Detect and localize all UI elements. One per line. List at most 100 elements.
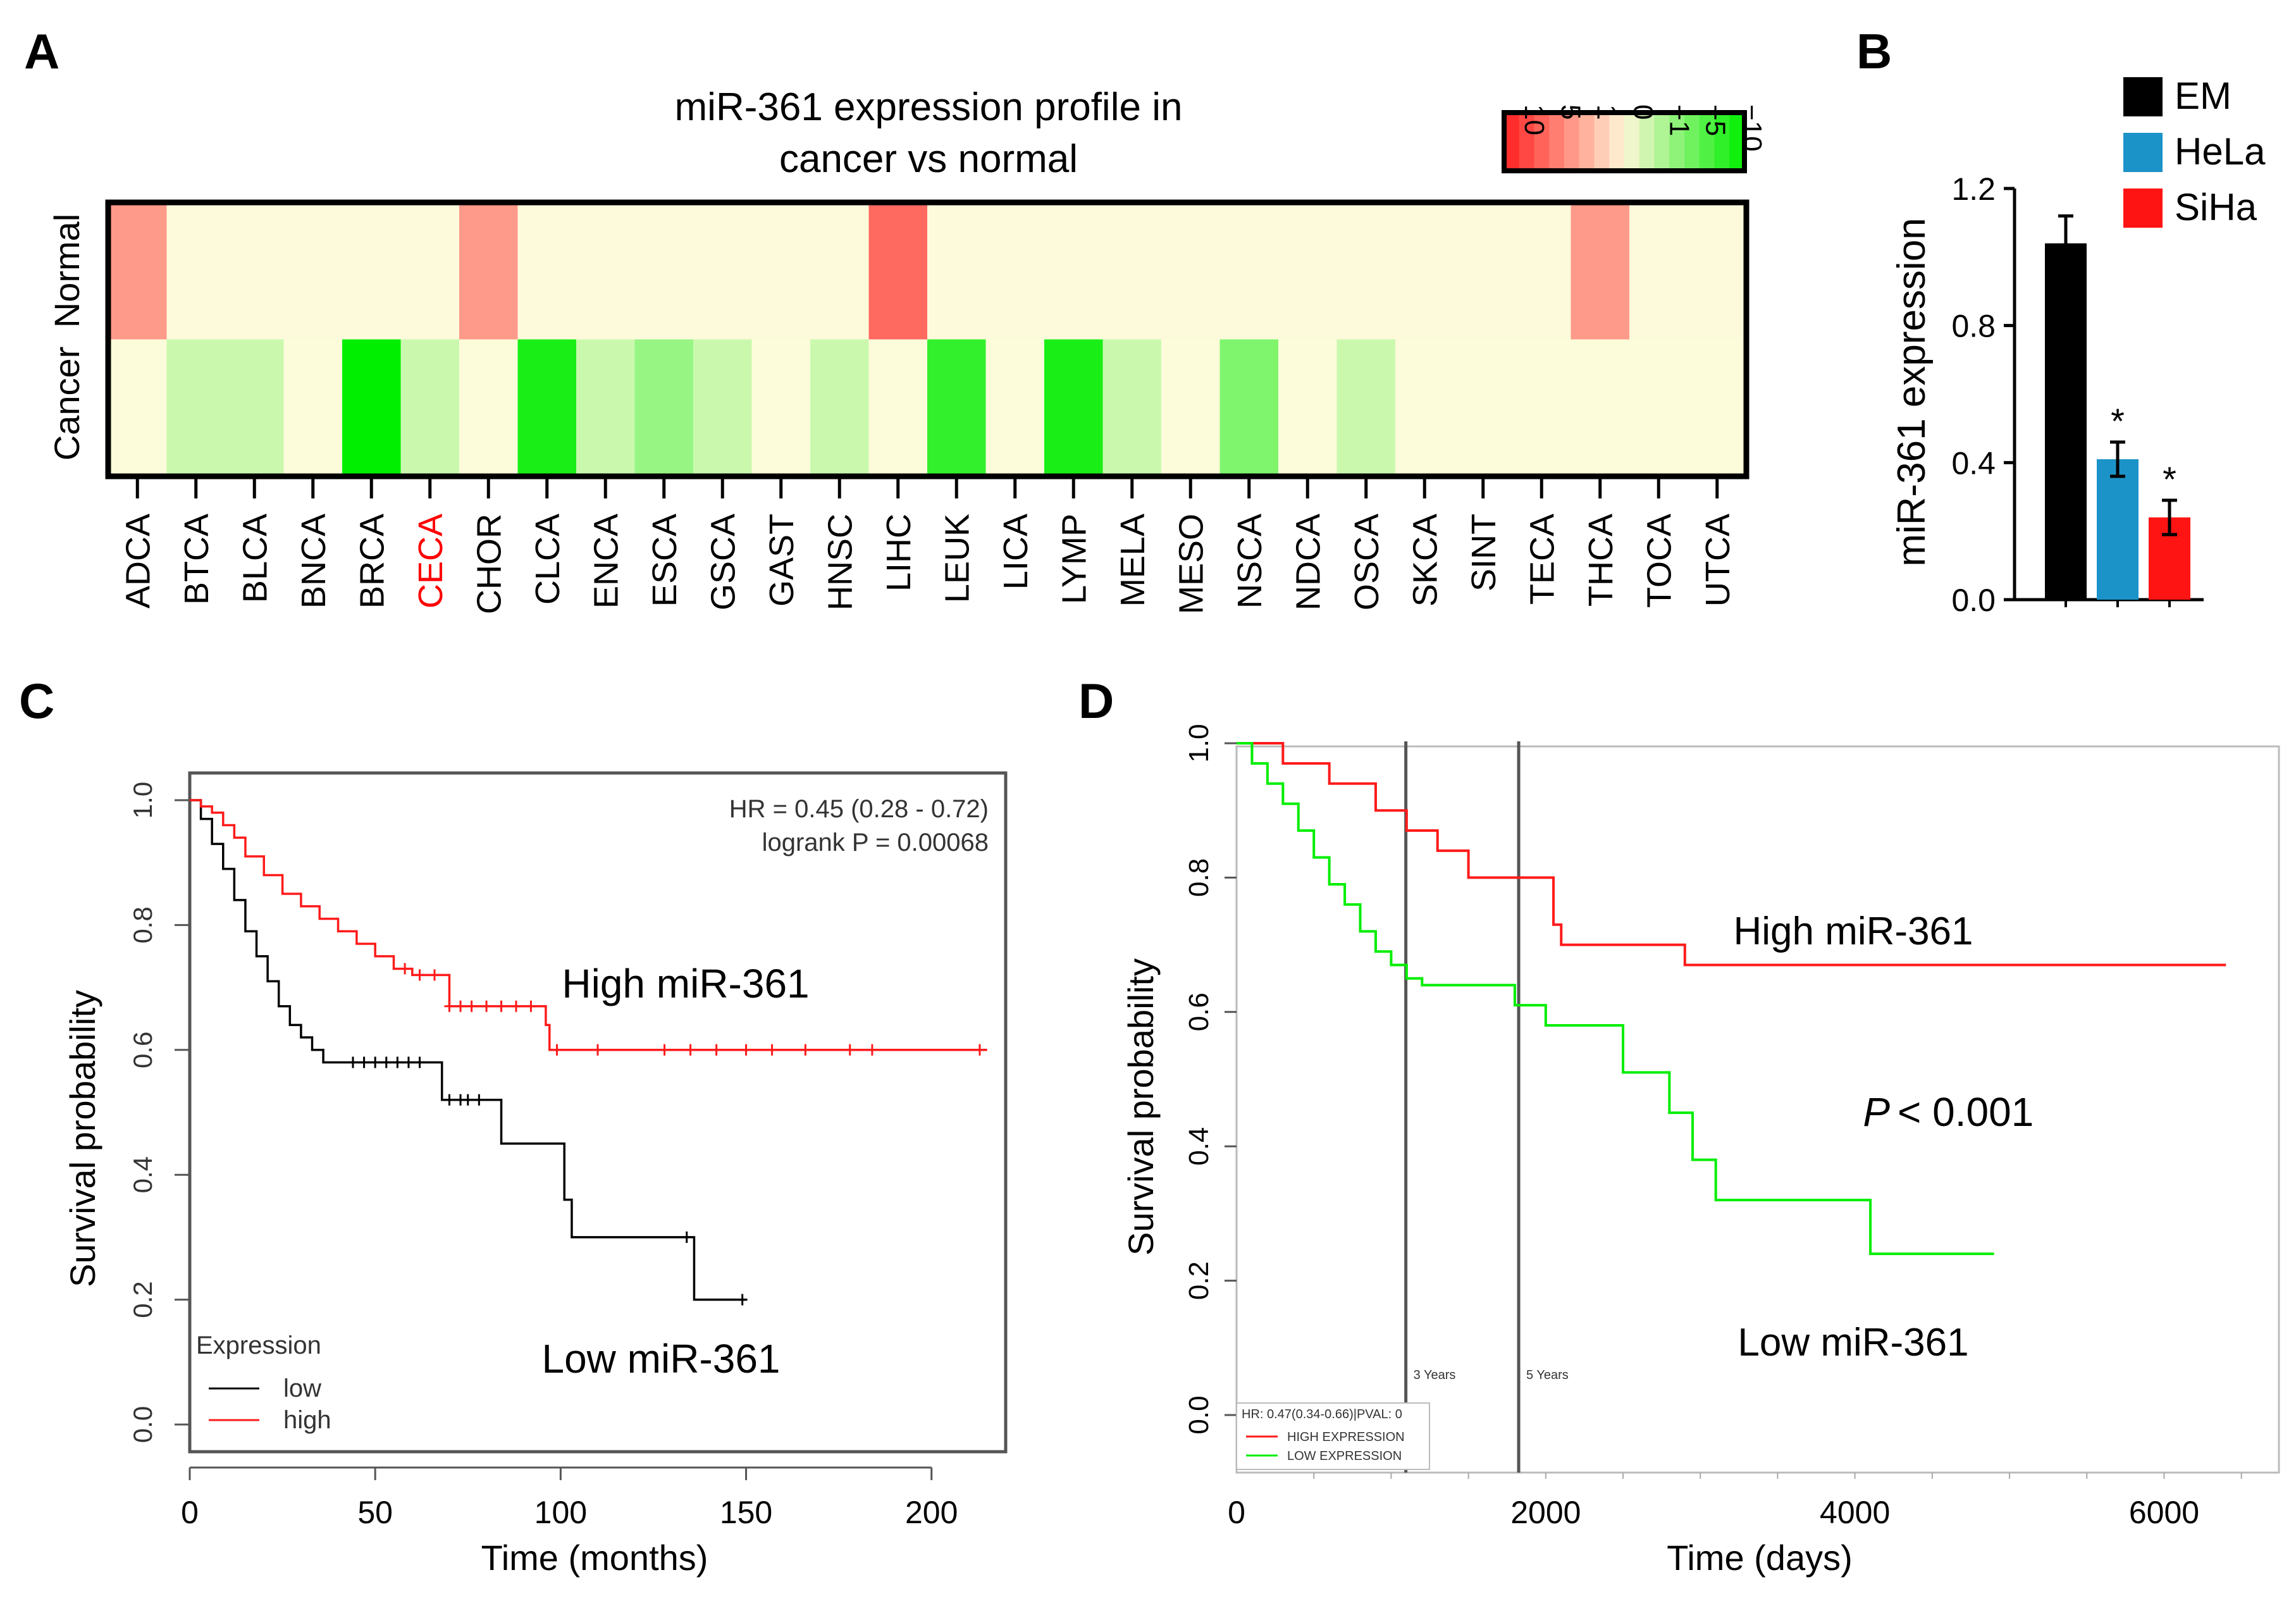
heatmap-col-label-nsca: NSCA — [1231, 514, 1269, 609]
km-d-x-tick-label: 2000 — [1510, 1495, 1581, 1530]
colorbar-tick-label: 1 — [1591, 104, 1622, 120]
km-d-x-tick-label: 6000 — [2129, 1495, 2199, 1530]
km-d-curve-low — [1237, 742, 1994, 1256]
heatmap-col-label-mela: MELA — [1114, 514, 1152, 607]
km-d-y-label: Survival probability — [1121, 958, 1161, 1256]
km-d-x-tick-label: 0 — [1228, 1495, 1245, 1530]
km-c-axes: 0.0 0.2 0.4 0.6 0.8 1.0 0 50 100 150 200 — [128, 782, 958, 1530]
colorbar: 10 5 1 0 −1 −5 −10 — [1502, 104, 1767, 173]
km-c-censor-high — [414, 969, 425, 981]
km-c-x-label: Time (months) — [481, 1538, 708, 1578]
km-c-censor-high — [552, 1044, 562, 1056]
km-c-censor-high — [466, 1000, 477, 1012]
km-d-x-label: Time (days) — [1667, 1538, 1853, 1578]
km-c-censor-high — [593, 1044, 603, 1056]
heatmap-col-label-lica: LICA — [997, 514, 1035, 590]
km-d-curve-high — [1237, 742, 2226, 967]
km-c-censor-high — [685, 1044, 696, 1056]
colorbar-tick-label: −5 — [1700, 104, 1731, 136]
km-c-censor-high — [659, 1044, 670, 1056]
heatmap-col-label-enca: ENCA — [587, 514, 625, 609]
heatmap-cell-cancer-clca — [517, 339, 577, 476]
heatmap-cell-cancer-toca — [1629, 339, 1689, 476]
heatmap-cell-normal-adca — [108, 202, 168, 340]
km-c-x-tick-label: 150 — [720, 1495, 772, 1530]
km-c-censor-low — [737, 1294, 748, 1306]
heatmap-col-label-lymp: LYMP — [1055, 514, 1093, 604]
heatmap-col-label-lihc: LIHC — [880, 514, 918, 591]
panel-label-d: D — [1078, 673, 1114, 729]
km-c-censor-high — [741, 1044, 751, 1056]
heatmap-col-label-thca: THCA — [1582, 514, 1620, 607]
km-c-y-tick-label: 0.2 — [128, 1281, 157, 1318]
heatmap-cell-normal-utca — [1688, 202, 1747, 340]
heatmap-col-label-skca: SKCA — [1406, 514, 1444, 607]
heatmap-col-label-leuk: LEUK — [938, 514, 976, 603]
km-c-censor-high — [481, 1000, 492, 1012]
heatmap-cell-cancer-lica — [985, 339, 1045, 476]
heatmap-cell-normal-meso — [1161, 202, 1221, 340]
km-c-x-tick-label: 0 — [181, 1495, 199, 1530]
km-d-vline-3-years-label: 3 Years — [1414, 1368, 1456, 1382]
heatmap-cell-cancer-skca — [1395, 339, 1455, 476]
colorbar-segment — [1609, 113, 1625, 171]
heatmap-cell-normal-clca — [517, 202, 577, 340]
colorbar-segment — [1669, 113, 1685, 171]
heatmap-cell-normal-teca — [1512, 202, 1572, 340]
heatmap-col-label-blca: BLCA — [236, 514, 274, 603]
heatmap-cell-normal-skca — [1395, 202, 1455, 340]
colorbar-segment — [1579, 113, 1595, 171]
km-c-legend-title: Expression — [196, 1332, 321, 1359]
colorbar-tick-label: 10 — [1519, 104, 1550, 135]
km-c-low-label: Low miR-361 — [541, 1336, 780, 1382]
km-c-censor-low — [414, 1056, 425, 1068]
km-c-censor-high — [974, 1044, 985, 1056]
heatmap-col-label-toca: TOCA — [1640, 514, 1678, 608]
colorbar-segment — [1549, 113, 1565, 171]
heatmap-cell-cancer-blca — [225, 339, 285, 476]
km-d-x-tick-label: 4000 — [1820, 1495, 1890, 1530]
km-c-y-tick-label: 0.6 — [128, 1032, 157, 1068]
km-c-y-tick-label: 1.0 — [128, 782, 157, 819]
bar-y-tick-label: 0.4 — [1951, 445, 1996, 481]
heatmap-col-label-osca: OSCA — [1348, 514, 1386, 610]
heatmap-cell-cancer-nsca — [1219, 339, 1279, 476]
km-d-p-symbol: P — [1863, 1089, 1890, 1135]
panel-label-b: B — [1856, 23, 1892, 79]
heatmap-cell-normal-brca — [342, 202, 402, 340]
heatmap-col-label-clca: CLCA — [529, 514, 567, 605]
heatmap-cell-cancer-lymp — [1044, 339, 1104, 476]
km-d-high-label: High miR-361 — [1733, 910, 1973, 953]
km-c-censor-high — [496, 1000, 507, 1012]
heatmap-cell-normal-gsca — [693, 202, 753, 340]
km-d-legend-high: HIGH EXPRESSION — [1287, 1430, 1405, 1444]
heatmap-cell-cancer-leuk — [927, 339, 987, 476]
km-d-y-tick-label: 0.0 — [1183, 1395, 1214, 1434]
heatmap-panel: A miR-361 expression profile in cancer v… — [24, 23, 1767, 614]
colorbar-segment — [1699, 113, 1715, 171]
heatmap-cell-normal-osca — [1336, 202, 1396, 340]
km-d-y-tick-label: 0.2 — [1183, 1261, 1214, 1300]
heatmap-cell-cancer-chor — [459, 339, 519, 476]
heatmap-cell-cancer-adca — [108, 339, 168, 476]
heatmap-title-line-1: miR-361 expression profile in — [675, 85, 1183, 129]
km-c-y-label: Survival probability — [63, 990, 102, 1287]
heatmap-cell-cancer-brca — [342, 339, 402, 476]
km-d-legend-title: HR: 0.47(0.34-0.66)|PVAL: 0 — [1242, 1407, 1402, 1421]
km-c-censor-low — [444, 1094, 455, 1106]
heatmap-col-label-btca: BTCA — [178, 514, 216, 605]
heatmap-col-label-esca: ESCA — [646, 514, 684, 607]
bar-y-tick-label: 1.2 — [1951, 171, 1996, 207]
km-c-censor-high — [800, 1044, 811, 1056]
heatmap-cell-cancer-mela — [1102, 339, 1162, 476]
heatmap-cell-cancer-btca — [166, 339, 226, 476]
heatmap-cell-cancer-enca — [576, 339, 636, 476]
significance-hela: * — [2111, 401, 2125, 441]
km-c-censor-low — [392, 1056, 403, 1068]
bar-legend-swatch-hela — [2123, 133, 2163, 172]
km-c-curve-low — [190, 799, 746, 1301]
heatmap-cell-normal-esca — [634, 202, 694, 340]
heatmap-cell-normal-lica — [985, 202, 1045, 340]
heatmap-col-label-hnsc: HNSC — [821, 514, 859, 610]
heatmap-col-label-bnca: BNCA — [295, 514, 333, 609]
